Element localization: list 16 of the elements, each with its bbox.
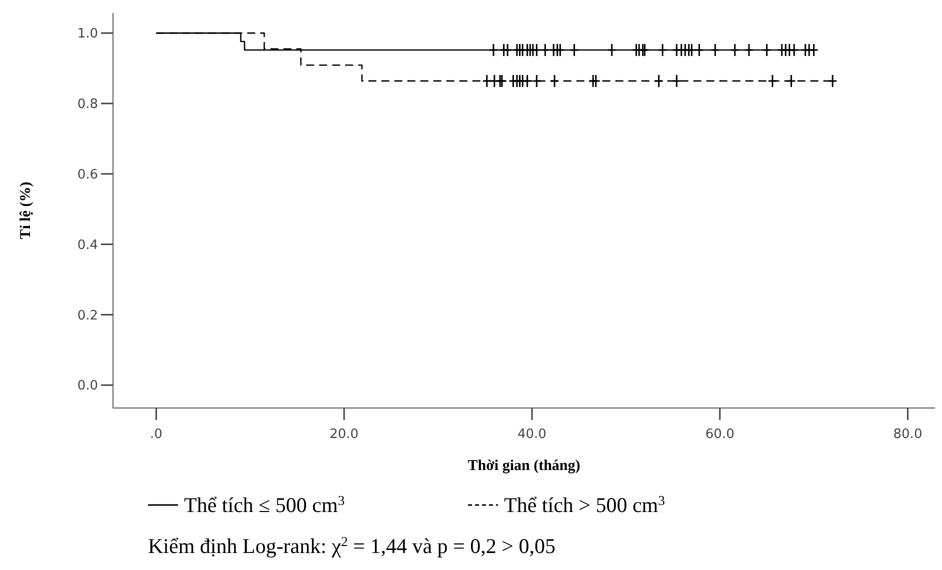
- text: Kiểm định Log-rank: χ$^{2}$ = 1,44 và p = 0,2 > 0,05: [148, 534, 556, 558]
- x-axis-title: Thời gian (tháng): [468, 458, 580, 474]
- legend-label: Thể tích > 500 cm$^{3}$: [504, 492, 666, 517]
- y-tick-label: 0.0: [77, 378, 98, 394]
- y-tick-label: 1.0: [77, 26, 98, 42]
- x-tick-label: 40.0: [518, 427, 546, 442]
- y-axis-title: Tỉ lệ (%): [18, 182, 34, 240]
- y-tick-label: 0.8: [77, 97, 98, 112]
- x-tick-label: 60.0: [705, 427, 734, 442]
- y-tick-label: 0.6: [77, 167, 98, 182]
- legend-label: Thể tích ≤ 500 cm$^{3}$: [184, 492, 345, 517]
- x-tick-label: 80.0: [893, 427, 922, 442]
- y-tick-label: 0.2: [77, 308, 98, 324]
- y-tick-label: 0.4: [77, 238, 98, 253]
- x-tick-label: .0: [150, 427, 162, 442]
- x-tick-label: 20.0: [330, 427, 359, 442]
